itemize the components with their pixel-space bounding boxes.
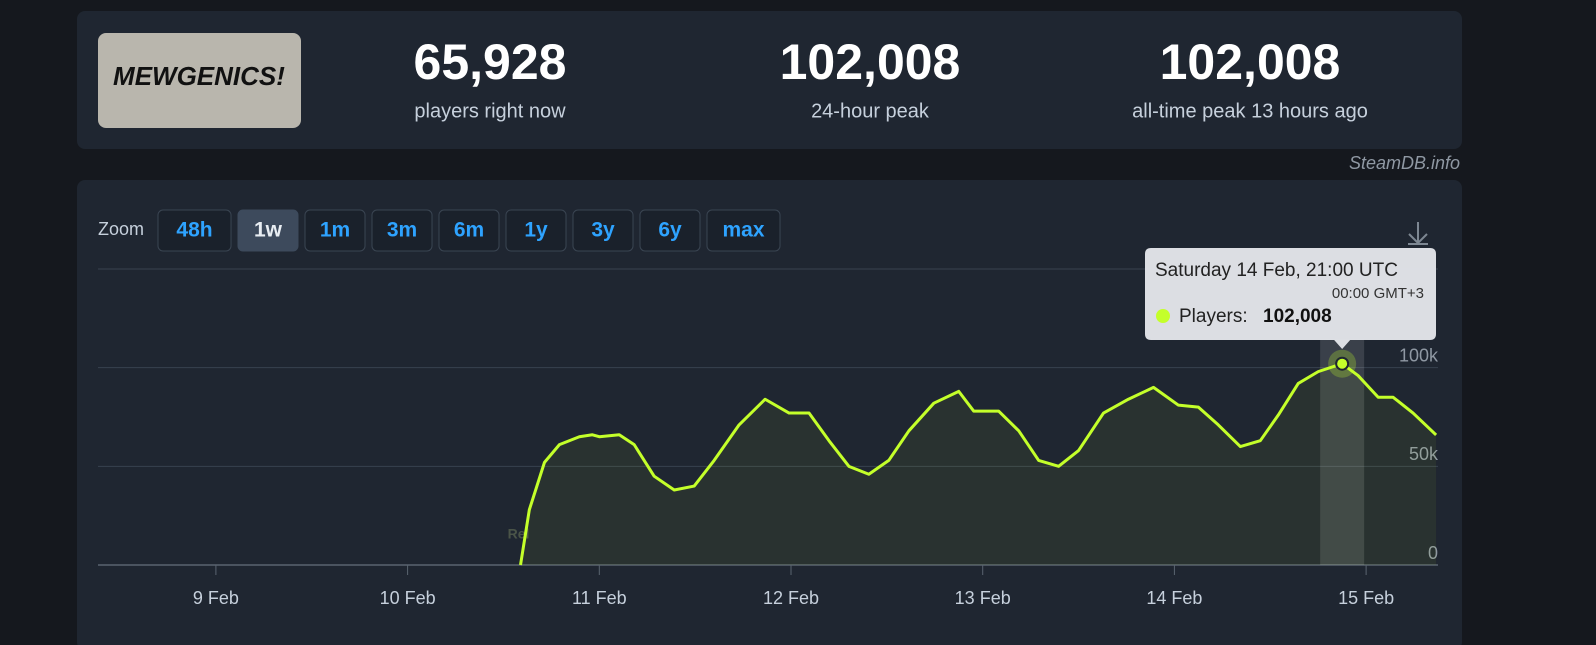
zoom-button-bg[interactable] (237, 209, 299, 252)
zoom-button[interactable]: 6m (438, 209, 500, 252)
zoom-button[interactable]: 48h (157, 209, 232, 252)
x-tick-label: 10 Feb (380, 588, 436, 608)
x-tick-label: 14 Feb (1146, 588, 1202, 608)
credit: SteamDB.info (1349, 153, 1460, 173)
chart-panel (77, 180, 1462, 645)
stat-label: all-time peak 13 hours ago (1132, 100, 1368, 122)
stat-value: 65,928 (414, 34, 567, 90)
stat-value: 102,008 (1160, 34, 1341, 90)
x-tick-label: 9 Feb (193, 588, 239, 608)
stats-panel (77, 11, 1462, 149)
zoom-button[interactable]: 1w (237, 209, 299, 252)
zoom-button-label[interactable]: 1w (254, 219, 283, 242)
zoom-button-bg[interactable] (572, 209, 634, 252)
zoom-button-bg[interactable] (371, 209, 433, 252)
zoom-button-label[interactable]: 48h (176, 219, 212, 242)
x-tick-label: 15 Feb (1338, 588, 1394, 608)
tooltip-subtitle: 00:00 GMT+3 (1332, 285, 1424, 302)
zoom-button-label[interactable]: 3y (591, 219, 615, 242)
line (519, 362, 1438, 566)
zoom-button-bg[interactable] (438, 209, 500, 252)
zoom-button-label[interactable]: 1m (320, 219, 350, 242)
zoom-label: Zoom (98, 219, 144, 239)
game-logo-text: MEWGENICS! (113, 61, 285, 91)
zoom-button-label[interactable]: 6y (658, 219, 682, 242)
x-tick-label: 12 Feb (763, 588, 819, 608)
y-tick-label: 0 (1428, 543, 1438, 563)
tooltip-series: Players: (1179, 306, 1248, 327)
zoom-button[interactable]: 1m (304, 209, 366, 252)
zoom-button-bg[interactable] (706, 209, 781, 252)
zoom-button-bg[interactable] (304, 209, 366, 252)
tooltip-title: Saturday 14 Feb, 21:00 UTC (1155, 260, 1398, 281)
x-tick-label: 13 Feb (955, 588, 1011, 608)
stat-value: 102,008 (780, 34, 961, 90)
zoom-button[interactable]: 6y (639, 209, 701, 252)
download-icon[interactable] (1408, 222, 1428, 245)
zoom-button-bg[interactable] (157, 209, 232, 252)
area-fill (520, 363, 1437, 565)
zoom-button-label[interactable]: 3m (387, 219, 417, 242)
stat-label: 24-hour peak (811, 100, 930, 122)
zoom-button-bg[interactable] (505, 209, 567, 252)
y-tick-label: 100k (1399, 345, 1439, 365)
hover-point (1335, 356, 1350, 371)
hover-band (1320, 339, 1365, 565)
stat-label: players right now (414, 100, 566, 122)
tooltip-swatch (1156, 309, 1170, 323)
zoom-button-bg[interactable] (639, 209, 701, 252)
zoom-button[interactable]: max (706, 209, 781, 252)
zoom-button-label[interactable]: 6m (454, 219, 484, 242)
x-tick-label: 11 Feb (572, 588, 627, 608)
zoom-button[interactable]: 3y (572, 209, 634, 252)
game-logo (98, 33, 301, 128)
zoom-button-label[interactable]: 1y (524, 219, 548, 242)
zoom-button[interactable]: 3m (371, 209, 433, 252)
zoom-button[interactable]: 1y (505, 209, 567, 252)
y-tick-label: 50k (1409, 444, 1439, 464)
zoom-button-label[interactable]: max (722, 219, 764, 242)
tooltip-value: 102,008 (1263, 306, 1332, 327)
tooltip-box (1145, 248, 1436, 349)
